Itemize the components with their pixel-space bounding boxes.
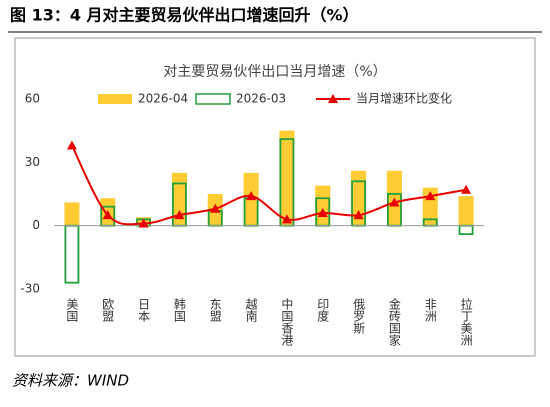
- bar: [351, 170, 367, 226]
- legend-label: 2026-03: [236, 92, 286, 106]
- bar: [171, 172, 187, 226]
- bar: [458, 196, 474, 226]
- y-tick-label: 30: [25, 155, 40, 169]
- legend-marker: [328, 94, 338, 103]
- source-note: 资料来源：WIND: [12, 372, 129, 390]
- line-marker: [281, 214, 292, 224]
- legend-swatch: [195, 93, 231, 105]
- line-marker: [461, 184, 472, 194]
- line-marker: [353, 210, 364, 220]
- x-tick-label: 非洲: [423, 298, 437, 322]
- x-tick-label: 俄罗斯: [352, 298, 366, 335]
- bar: [64, 224, 80, 284]
- bar: [458, 224, 474, 236]
- y-tick-label: 0: [32, 218, 40, 232]
- line-marker: [389, 197, 400, 207]
- x-tick-label: 越南: [244, 298, 258, 322]
- x-tick-label: 金砖国家: [387, 297, 401, 346]
- line-marker: [425, 191, 436, 201]
- bar: [315, 185, 331, 226]
- legend-label: 2026-04: [138, 92, 188, 106]
- y-tick-label: 60: [25, 92, 40, 106]
- x-tick-label: 中国香港: [280, 297, 294, 346]
- chart-frame: [14, 37, 536, 357]
- x-tick-label: 日本: [137, 298, 151, 323]
- line-marker: [246, 191, 257, 201]
- line-marker: [174, 210, 185, 220]
- x-tick-label: 拉丁美洲: [459, 297, 473, 346]
- legend-label: 当月增速环比变化: [356, 91, 452, 106]
- line-marker: [138, 218, 149, 228]
- y-tick-label: -30: [20, 282, 40, 296]
- x-tick-label: 美国: [65, 298, 79, 322]
- chart-title: 对主要贸易伙伴出口当月增速（%）: [163, 64, 386, 80]
- bar: [64, 202, 80, 226]
- bar: [279, 130, 295, 226]
- x-tick-label: 欧盟: [101, 298, 115, 322]
- line-marker: [317, 208, 328, 217]
- line-marker: [102, 210, 113, 220]
- x-tick-label: 东盟: [208, 298, 222, 322]
- x-tick-label: 韩国: [172, 297, 186, 322]
- legend-swatch: [98, 94, 132, 104]
- line-marker: [210, 203, 221, 213]
- line: [71, 144, 467, 226]
- line-marker: [66, 140, 77, 150]
- page-title: 图 13：4 月对主要贸易伙伴出口增速回升（%）: [10, 6, 359, 25]
- x-tick-label: 印度: [316, 298, 330, 322]
